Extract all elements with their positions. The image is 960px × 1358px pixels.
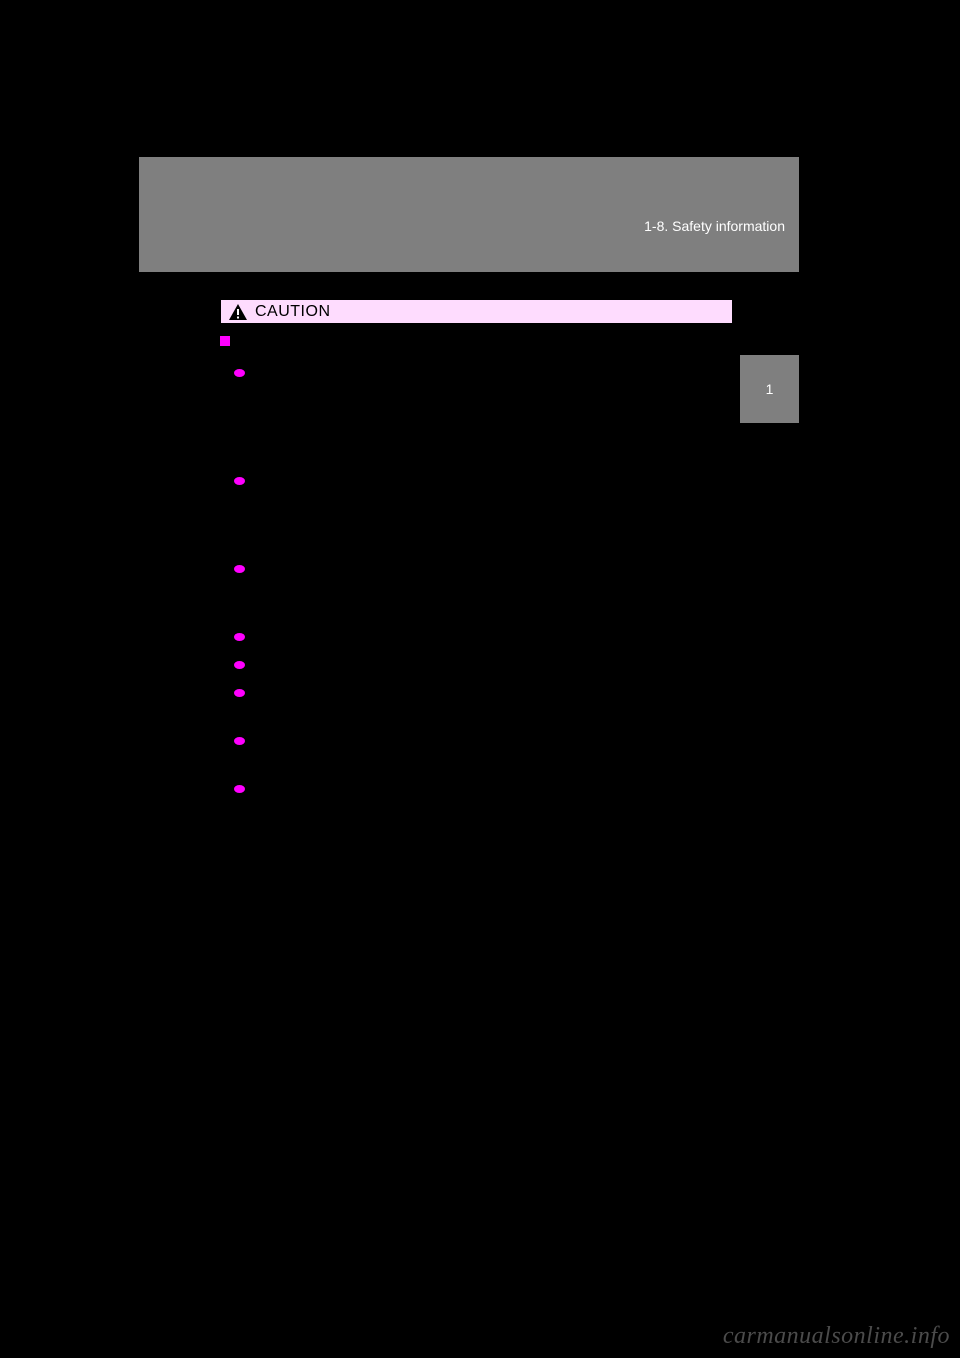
bullet-text: Ensure that the belt and tab are locked …: [250, 560, 733, 620]
caution-label: CAUTION: [255, 303, 331, 321]
bullet-text: When installing the child restraint syst…: [250, 684, 733, 724]
bullet-icon: [234, 689, 245, 697]
bullet-item: Follow all installation instructions pro…: [220, 656, 733, 676]
bullet-text: When a booster seat is installed, always…: [250, 472, 733, 552]
bullet-icon: [234, 477, 245, 485]
bullet-item: When installing the child restraint syst…: [220, 684, 733, 724]
bullet-item: Ensure that the belt and tab are locked …: [220, 560, 733, 620]
square-bullet-icon: [220, 336, 230, 346]
bullet-item: If the seat belt shoulder anchor is ahea…: [220, 732, 733, 772]
section-heading: When installing a child restraint system: [238, 332, 483, 347]
bullet-icon: [234, 785, 245, 793]
bullet-icon: [234, 737, 245, 745]
bullet-item: When using the LATCH anchors, be sure th…: [220, 364, 733, 464]
bullet-list: When using the LATCH anchors, be sure th…: [220, 364, 733, 800]
section-heading-row: When installing a child restraint system: [220, 334, 733, 354]
section-label: 1-8. Safety information: [644, 218, 785, 234]
bullet-item: When a booster seat is installed, always…: [220, 472, 733, 552]
bullet-icon: [234, 661, 245, 669]
bullet-item: Do not allow children to operate the sea…: [220, 780, 733, 800]
bullet-text: When using the LATCH anchors, be sure th…: [250, 364, 733, 464]
bullet-item: After securing a child restraint system,…: [220, 628, 733, 648]
bullet-text: Do not allow children to operate the sea…: [250, 780, 733, 800]
warning-icon: [227, 301, 249, 323]
bullet-text: If the seat belt shoulder anchor is ahea…: [250, 732, 733, 772]
bullet-icon: [234, 369, 245, 377]
watermark: carmanualsonline.info: [723, 1323, 950, 1350]
chapter-tab: 1: [740, 355, 799, 423]
bullet-icon: [234, 565, 245, 573]
chapter-number: 1: [766, 381, 774, 397]
content-block: When installing a child restraint system…: [220, 334, 733, 808]
caution-bar: CAUTION: [220, 299, 733, 324]
header-band: 1-8. Safety information: [139, 157, 799, 272]
bullet-icon: [234, 633, 245, 641]
bullet-text: After securing a child restraint system,…: [250, 628, 733, 648]
bullet-text: Follow all installation instructions pro…: [250, 656, 733, 676]
